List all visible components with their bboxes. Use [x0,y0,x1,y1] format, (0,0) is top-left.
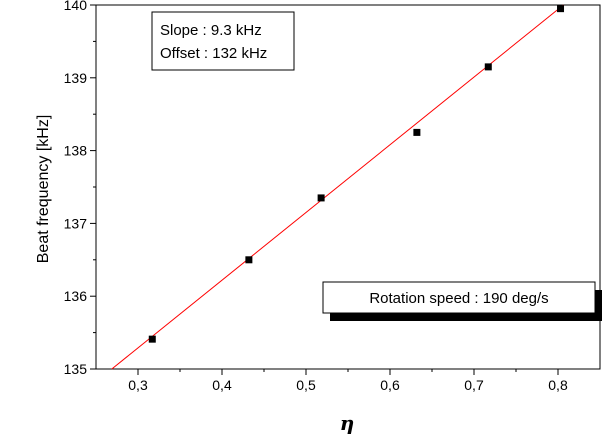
x-tick-label: 0,5 [296,377,316,393]
y-tick-label: 135 [64,361,88,377]
speed-box-body [322,281,596,314]
data-point-group [148,5,565,343]
offset-annotation: Offset : 132 kHz [160,45,267,62]
y-tick-label: 137 [64,215,88,231]
data-point [484,63,492,71]
slope-annotation: Slope : 9.3 kHz [160,22,262,39]
fit-parameter-box: Slope : 9.3 kHz Offset : 132 kHz [151,11,295,71]
x-axis-label: η [340,411,355,435]
data-point [557,5,565,13]
x-tick-label: 0,3 [128,377,148,393]
x-tick-label: 0,6 [380,377,400,393]
rotation-speed-box: Rotation speed : 190 deg/s [322,281,602,321]
y-axis-ticks: 135 136 137 138 139 140 [64,0,96,377]
y-axis-label: Beat frequency [kHz] [35,115,52,264]
rotation-speed-annotation: Rotation speed : 190 deg/s [369,290,548,307]
data-point [148,335,156,343]
x-tick-label: 0,4 [212,377,232,393]
data-point [245,256,253,264]
data-point [413,128,421,136]
y-tick-label: 138 [64,143,88,159]
x-tick-label: 0,8 [548,377,568,393]
x-tick-label: 0,7 [464,377,484,393]
y-tick-label: 136 [64,288,88,304]
data-point [317,194,325,202]
y-tick-label: 139 [64,70,88,86]
y-tick-label: 140 [64,0,88,13]
x-axis-ticks: 0,3 0,4 0,5 0,6 0,7 0,8 [128,369,568,393]
